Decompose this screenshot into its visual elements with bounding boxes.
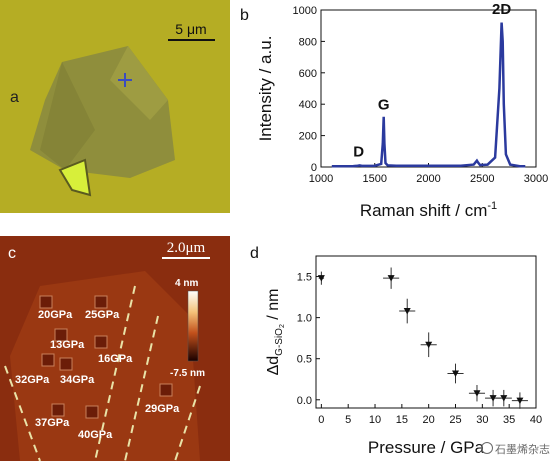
peak-label-2: 2D <box>492 1 511 18</box>
x-tick-label-1: 1500 <box>363 173 387 185</box>
afm-image-panel: 20GPa 25GPa 13GPa 16GPa 32GPa 34GPa 29GPa 37GPa… <box>0 236 230 461</box>
flake-facet <box>110 46 168 120</box>
d-y-tick-label-0: 0.0 <box>297 395 312 407</box>
scale-bar-text: 5 μm <box>175 21 206 37</box>
d-y-axis-label-subscript: G-SiO <box>274 328 285 356</box>
data-point-0 <box>317 275 325 282</box>
indent-square-5 <box>59 357 73 371</box>
data-point-4 <box>452 370 460 377</box>
d-x-tick-label-5: 25 <box>449 414 461 426</box>
x-tick-label-0: 1000 <box>309 173 333 185</box>
raman-chart-panel: 1000 1500 2000 2500 3000 0 200 400 600 800 1000 D G 2… <box>238 0 556 225</box>
pressure-chart-panel: 0 5 10 15 20 25 30 35 40 0.0 0.5 1.0 1.5 Pressure / G… <box>238 236 556 461</box>
data-point-6 <box>489 395 497 402</box>
y-tick-label-0: 0 <box>311 162 317 174</box>
peak-label-1: G <box>378 97 390 114</box>
x-axis-label: Raman shift / cm-1 <box>360 200 497 220</box>
d-x-tick-label-7: 35 <box>503 414 515 426</box>
flake-facet-dark <box>40 62 95 170</box>
watermark: 石墨烯杂志 <box>481 441 550 457</box>
indent-label-0: 20GPa <box>38 309 73 321</box>
d-y-axis-label: ΔdG-SiO2 / nm <box>265 289 286 376</box>
panel-label-b: b <box>240 7 249 24</box>
raman-series-line <box>331 22 526 168</box>
dashed-edge-3 <box>124 315 159 461</box>
colorbar-min-label: -7.5 nm <box>170 368 205 379</box>
data-point-1 <box>387 275 395 282</box>
indent-square-7 <box>51 403 65 417</box>
y-axis-label: Intensity / a.u. <box>256 36 275 142</box>
indent-label-8: 40GPa <box>78 429 113 441</box>
indent-markers: 20GPa 25GPa 13GPa 16GPa 32GPa 34GPa 29GPa 37GPa… <box>15 295 180 441</box>
d-y-tick-label-3: 1.5 <box>297 272 312 284</box>
d-x-tick-label-2: 10 <box>369 414 381 426</box>
d-x-tick-label-6: 30 <box>476 414 488 426</box>
dashed-edge-2 <box>94 285 136 461</box>
indent-label-3: 16GPa <box>98 353 133 365</box>
indent-square-4 <box>41 353 55 367</box>
x-axis-label-superscript: -1 <box>487 200 497 212</box>
pressure-chart: 0 5 10 15 20 25 30 35 40 0.0 0.5 1.0 1.5 Pressure / G… <box>250 245 542 457</box>
optical-image: 5 μm a <box>0 0 230 213</box>
y-tick-label-3: 600 <box>299 68 317 80</box>
indent-square-6 <box>159 383 173 397</box>
raman-chart: 1000 1500 2000 2500 3000 0 200 400 600 800 1000 D G 2… <box>240 1 548 220</box>
data-point-8 <box>516 397 524 405</box>
y-tick-label-1: 200 <box>299 131 317 143</box>
panel-label-c: c <box>8 245 16 262</box>
d-x-tick-label-8: 40 <box>530 414 542 426</box>
x-tick-label-2: 2000 <box>416 173 440 185</box>
indent-label-5: 34GPa <box>60 374 95 386</box>
afm-scale-bar-text: 2.0μm <box>167 240 206 256</box>
y-tick-label-4: 800 <box>299 36 317 48</box>
optical-image-panel: 5 μm a <box>0 0 230 213</box>
indent-label-2: 13GPa <box>50 339 85 351</box>
indent-square-0 <box>39 295 53 309</box>
indent-label-4: 32GPa <box>15 374 50 386</box>
data-point-7 <box>500 395 508 402</box>
data-point-5 <box>473 390 481 397</box>
x-tick-label-4: 3000 <box>524 173 548 185</box>
d-x-tick-label-3: 15 <box>396 414 408 426</box>
colorbar-max-label: 4 nm <box>175 278 198 289</box>
d-x-tick-label-4: 20 <box>423 414 435 426</box>
bright-flake <box>58 158 92 197</box>
watermark-text: 石墨烯杂志 <box>495 443 550 456</box>
d-y-tick-label-1: 0.5 <box>297 354 312 366</box>
afm-image: 20GPa 25GPa 13GPa 16GPa 32GPa 34GPa 29GPa 37GPa… <box>0 236 230 461</box>
watermark-icon <box>481 442 493 454</box>
dashed-edge-1 <box>4 365 41 461</box>
peak-label-0: D <box>353 144 364 161</box>
indent-label-7: 37GPa <box>35 417 70 429</box>
indent-square-8 <box>85 405 99 419</box>
indent-square-3 <box>94 335 108 349</box>
data-point-2 <box>403 308 411 315</box>
d-x-tick-label-0: 0 <box>318 414 324 426</box>
d-y-tick-label-2: 1.0 <box>297 313 312 325</box>
y-tick-label-2: 400 <box>299 99 317 111</box>
d-y-axis-label-subscript-2: 2 <box>279 324 286 328</box>
plot-frame-d <box>315 255 537 409</box>
panel-label-a: a <box>10 89 19 106</box>
d-x-tick-label-1: 5 <box>345 414 351 426</box>
indent-square-1 <box>94 295 108 309</box>
panel-label-d: d <box>250 245 259 262</box>
data-point-3 <box>425 341 433 349</box>
x-tick-label-3: 2500 <box>470 173 494 185</box>
y-tick-label-5: 1000 <box>293 5 317 17</box>
d-y-axis-label-unit: / nm <box>265 289 282 325</box>
indent-square-2 <box>54 328 68 342</box>
d-x-axis-label: Pressure / GPa <box>368 438 485 457</box>
indent-label-6: 29GPa <box>145 403 180 415</box>
afm-colorbar <box>187 290 199 362</box>
indent-label-1: 25GPa <box>85 309 120 321</box>
